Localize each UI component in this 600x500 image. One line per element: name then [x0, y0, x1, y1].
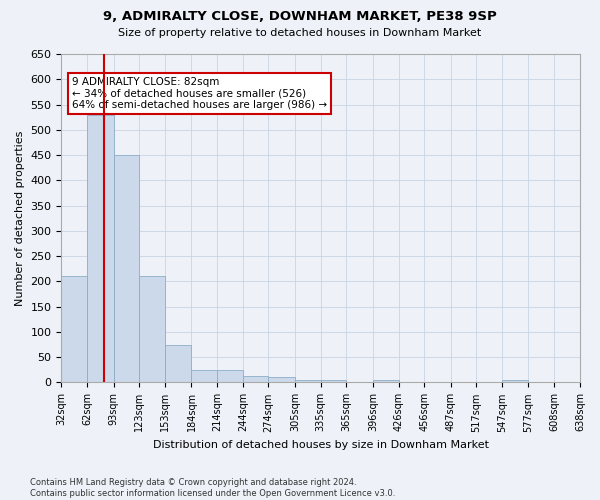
- Bar: [268, 378, 295, 382]
- Bar: [243, 376, 268, 382]
- Bar: [217, 370, 243, 382]
- Text: Size of property relative to detached houses in Downham Market: Size of property relative to detached ho…: [118, 28, 482, 38]
- Text: 9, ADMIRALTY CLOSE, DOWNHAM MARKET, PE38 9SP: 9, ADMIRALTY CLOSE, DOWNHAM MARKET, PE38…: [103, 10, 497, 23]
- X-axis label: Distribution of detached houses by size in Downham Market: Distribution of detached houses by size …: [153, 440, 489, 450]
- Bar: [295, 380, 321, 382]
- Bar: [139, 276, 165, 382]
- Bar: [373, 380, 398, 382]
- Bar: [61, 276, 87, 382]
- Y-axis label: Number of detached properties: Number of detached properties: [15, 130, 25, 306]
- Bar: [191, 370, 217, 382]
- Bar: [113, 155, 139, 382]
- Bar: [87, 114, 113, 382]
- Bar: [321, 380, 346, 382]
- Bar: [502, 380, 528, 382]
- Bar: [165, 344, 191, 383]
- Text: 9 ADMIRALTY CLOSE: 82sqm
← 34% of detached houses are smaller (526)
64% of semi-: 9 ADMIRALTY CLOSE: 82sqm ← 34% of detach…: [72, 77, 327, 110]
- Text: Contains HM Land Registry data © Crown copyright and database right 2024.
Contai: Contains HM Land Registry data © Crown c…: [30, 478, 395, 498]
